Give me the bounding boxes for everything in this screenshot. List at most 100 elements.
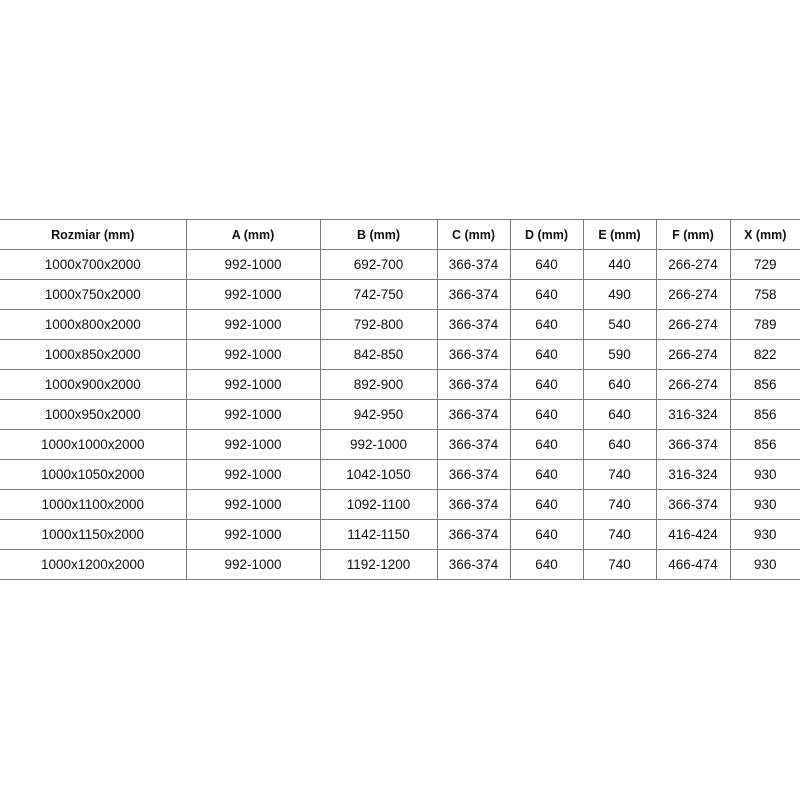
table-row: 1000x1200x2000 992-1000 1192-1200 366-374 64…	[0, 549, 800, 580]
table-cell: 729	[729, 249, 800, 280]
table-cell: 992-1000	[185, 459, 321, 490]
table-cell: 366-374	[436, 549, 511, 580]
table-cell: 992-1000	[185, 339, 321, 370]
table-cell: 416-424	[655, 519, 731, 550]
table-cell: 758	[729, 279, 800, 310]
table-row: 1000x1100x2000 992-1000 1092-1100 366-374 64…	[0, 489, 800, 520]
table-cell: 366-374	[436, 369, 511, 400]
table-cell: 930	[729, 459, 800, 490]
table-cell: 366-374	[436, 309, 511, 340]
table-cell: 792-800	[319, 309, 438, 340]
table-cell: 366-374	[436, 399, 511, 430]
table-cell: 1000x900x2000	[0, 369, 187, 400]
table-cell: 316-324	[655, 459, 731, 490]
table-cell: 590	[582, 339, 657, 370]
table-cell: 366-374	[655, 429, 731, 460]
table-cell: 892-900	[319, 369, 438, 400]
table-cell: 1142-1150	[319, 519, 438, 550]
table-cell: 1000x800x2000	[0, 309, 187, 340]
table-cell: 366-374	[436, 249, 511, 280]
table-cell: 540	[582, 309, 657, 340]
table-cell: 1192-1200	[319, 549, 438, 580]
table-row: 1000x700x2000 992-1000 692-700 366-374 640 44…	[0, 249, 800, 280]
table-cell: 640	[509, 399, 584, 430]
table-cell: 992-1000	[185, 519, 321, 550]
table-cell: 1000x1100x2000	[0, 489, 187, 520]
header-row: Rozmiar (mm) A (mm) B (mm) C (mm) D (mm) E (m…	[0, 219, 800, 250]
table-row: 1000x1050x2000 992-1000 1042-1050 366-374 64…	[0, 459, 800, 490]
table-cell: 366-374	[436, 279, 511, 310]
column-header: B (mm)	[319, 219, 438, 250]
table-cell: 740	[582, 489, 657, 520]
table-cell: 742-750	[319, 279, 438, 310]
table-cell: 992-1000	[319, 429, 438, 460]
table-cell: 640	[509, 549, 584, 580]
table-cell: 640	[509, 519, 584, 550]
table-row: 1000x900x2000 992-1000 892-900 366-374 640 64…	[0, 369, 800, 400]
table-cell: 740	[582, 459, 657, 490]
table-cell: 842-850	[319, 339, 438, 370]
table-cell: 640	[509, 279, 584, 310]
table-cell: 992-1000	[185, 309, 321, 340]
table-cell: 466-474	[655, 549, 731, 580]
table-cell: 640	[582, 429, 657, 460]
table-cell: 640	[509, 339, 584, 370]
table-cell: 1000x1150x2000	[0, 519, 187, 550]
column-header: C (mm)	[436, 219, 511, 250]
table-cell: 992-1000	[185, 399, 321, 430]
table-cell: 692-700	[319, 249, 438, 280]
table-row: 1000x800x2000 992-1000 792-800 366-374 640 54…	[0, 309, 800, 340]
table-cell: 366-374	[436, 519, 511, 550]
table-cell: 440	[582, 249, 657, 280]
table-cell: 1092-1100	[319, 489, 438, 520]
table-cell: 1000x950x2000	[0, 399, 187, 430]
table-cell: 266-274	[655, 369, 731, 400]
table-cell: 490	[582, 279, 657, 310]
column-header: D (mm)	[509, 219, 584, 250]
table-cell: 992-1000	[185, 489, 321, 520]
column-header: Rozmiar (mm)	[0, 219, 187, 250]
table-cell: 740	[582, 519, 657, 550]
table-cell: 366-374	[436, 489, 511, 520]
table-cell: 1000x700x2000	[0, 249, 187, 280]
table-cell: 366-374	[436, 459, 511, 490]
table-cell: 640	[509, 459, 584, 490]
column-header: X (mm)	[729, 219, 800, 250]
table-cell: 930	[729, 489, 800, 520]
table-cell: 1000x1000x2000	[0, 429, 187, 460]
table-row: 1000x1000x2000 992-1000 992-1000 366-374 640…	[0, 429, 800, 460]
table-cell: 942-950	[319, 399, 438, 430]
table-cell: 930	[729, 549, 800, 580]
table-row: 1000x750x2000 992-1000 742-750 366-374 640 49…	[0, 279, 800, 310]
table-cell: 266-274	[655, 309, 731, 340]
table-cell: 640	[509, 489, 584, 520]
table-cell: 1000x1200x2000	[0, 549, 187, 580]
table-cell: 1000x850x2000	[0, 339, 187, 370]
table-cell: 856	[729, 429, 800, 460]
table-cell: 366-374	[436, 339, 511, 370]
table-cell: 266-274	[655, 249, 731, 280]
table-cell: 640	[509, 429, 584, 460]
table-cell: 992-1000	[185, 369, 321, 400]
dimensions-table: Rozmiar (mm) A (mm) B (mm) C (mm) D (mm) E (m…	[0, 219, 800, 580]
table-cell: 640	[582, 399, 657, 430]
table-cell: 789	[729, 309, 800, 340]
table-row: 1000x950x2000 992-1000 942-950 366-374 640 64…	[0, 399, 800, 430]
table-cell: 1042-1050	[319, 459, 438, 490]
table-cell: 266-274	[655, 279, 731, 310]
table-cell: 822	[729, 339, 800, 370]
table-row: 1000x1150x2000 992-1000 1142-1150 366-374 64…	[0, 519, 800, 550]
table-row: 1000x850x2000 992-1000 842-850 366-374 640 59…	[0, 339, 800, 370]
table-cell: 1000x1050x2000	[0, 459, 187, 490]
table-cell: 856	[729, 369, 800, 400]
table-cell: 640	[582, 369, 657, 400]
table-cell: 366-374	[436, 429, 511, 460]
table-cell: 992-1000	[185, 279, 321, 310]
column-header: A (mm)	[185, 219, 321, 250]
table-cell: 992-1000	[185, 429, 321, 460]
table-cell: 930	[729, 519, 800, 550]
table-cell: 992-1000	[185, 249, 321, 280]
table-cell: 992-1000	[185, 549, 321, 580]
table-cell: 640	[509, 369, 584, 400]
table-cell: 740	[582, 549, 657, 580]
